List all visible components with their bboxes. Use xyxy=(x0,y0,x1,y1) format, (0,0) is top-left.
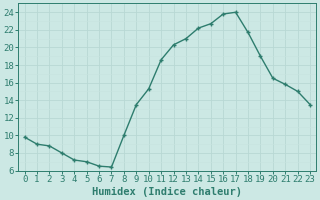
X-axis label: Humidex (Indice chaleur): Humidex (Indice chaleur) xyxy=(92,186,242,197)
